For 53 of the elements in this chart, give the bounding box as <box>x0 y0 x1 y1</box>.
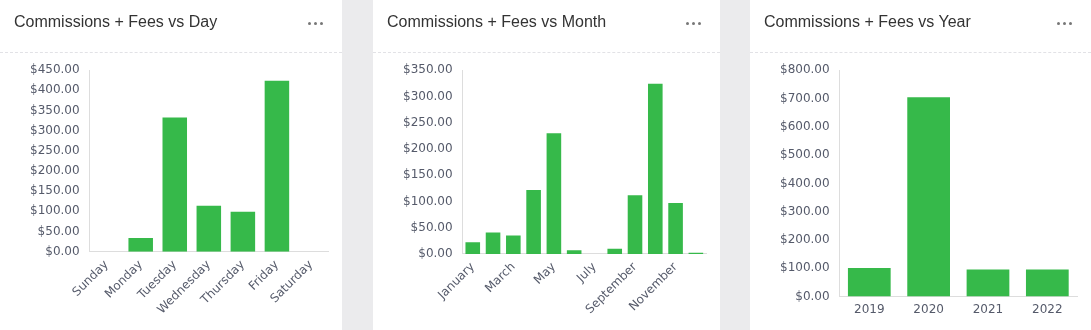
y-tick-label: $100.00 <box>780 260 830 275</box>
bar <box>526 189 541 254</box>
bar <box>128 237 153 252</box>
bar <box>264 80 290 252</box>
bar <box>668 203 683 254</box>
y-tick-label: $300.00 <box>780 203 830 218</box>
x-tick-label: 2020 <box>913 301 944 316</box>
y-tick-label: $200.00 <box>780 232 830 247</box>
bar <box>485 232 501 254</box>
y-tick-label: $450.00 <box>30 62 80 77</box>
y-tick-label: $500.00 <box>780 147 830 162</box>
bar <box>465 242 481 254</box>
y-tick-label: $800.00 <box>780 62 830 77</box>
bar <box>627 195 643 254</box>
y-tick-label: $150.00 <box>403 167 453 182</box>
chart-title: Commissions + Fees vs Month <box>387 13 607 31</box>
y-tick-label: $300.00 <box>30 122 80 137</box>
y-tick-label: $400.00 <box>780 175 830 190</box>
y-tick-label: $350.00 <box>30 102 80 117</box>
y-tick-label: $300.00 <box>403 88 453 103</box>
y-tick-label: $50.00 <box>37 223 80 238</box>
y-tick-label: $50.00 <box>410 219 453 234</box>
y-tick-label: $700.00 <box>780 90 830 105</box>
y-tick-label: $100.00 <box>30 203 80 218</box>
y-tick-label: $200.00 <box>30 163 80 178</box>
x-tick-label: 2019 <box>854 301 885 316</box>
y-tick-label: $150.00 <box>30 183 80 198</box>
chart-title: Commissions + Fees vs Year <box>764 13 971 31</box>
y-tick-label: $400.00 <box>30 82 80 97</box>
bar <box>648 83 663 254</box>
y-tick-label: $250.00 <box>403 114 453 129</box>
y-tick-label: $250.00 <box>30 142 80 157</box>
bar <box>847 268 891 297</box>
y-tick-label: $350.00 <box>403 62 453 77</box>
chart-title: Commissions + Fees vs Day <box>14 13 218 31</box>
y-tick-label: $600.00 <box>780 118 830 133</box>
bar <box>907 97 950 297</box>
bar <box>566 250 582 254</box>
y-tick-label: $0.00 <box>45 243 80 258</box>
y-tick-label: $100.00 <box>403 193 453 208</box>
y-tick-label: $0.00 <box>418 246 453 261</box>
x-tick-label: 2021 <box>972 301 1004 316</box>
y-tick-label: $200.00 <box>403 141 453 156</box>
bar <box>162 117 188 252</box>
bar <box>196 205 222 252</box>
bar <box>506 235 521 254</box>
y-tick-label: $0.00 <box>795 288 830 303</box>
bar <box>607 248 623 254</box>
bar <box>1025 269 1069 297</box>
x-tick-label: 2022 <box>1032 301 1063 316</box>
bar <box>546 133 562 254</box>
bar <box>230 211 256 252</box>
bar <box>966 269 1010 297</box>
